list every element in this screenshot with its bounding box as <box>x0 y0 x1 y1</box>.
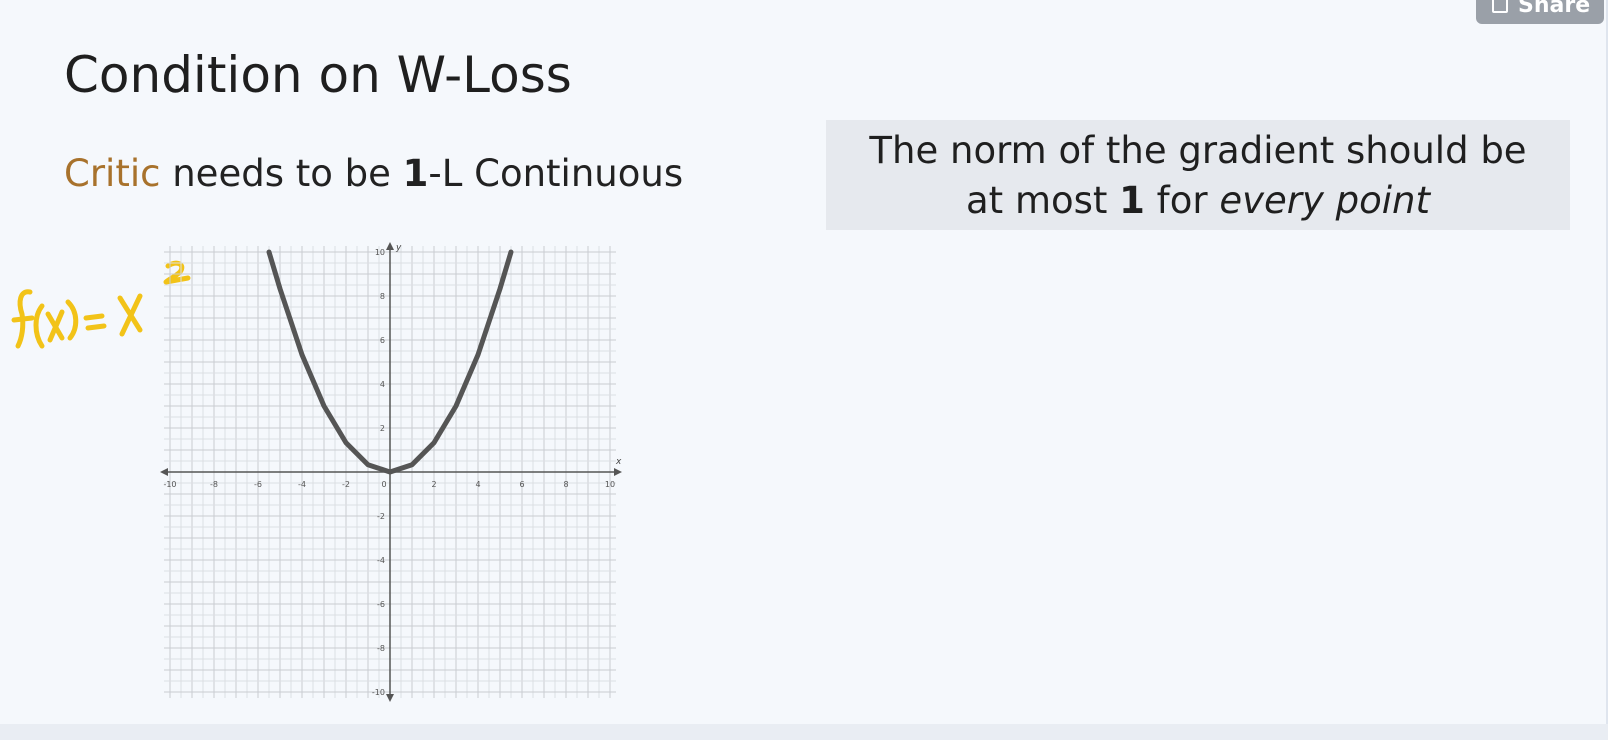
share-icon <box>1492 0 1508 13</box>
y-tick-label: 10 <box>375 248 385 257</box>
subtitle-critic: Critic <box>64 152 161 195</box>
x-tick-label: -8 <box>210 480 218 489</box>
note-italic: every point <box>1219 179 1430 222</box>
x-tick-label: -10 <box>163 480 176 489</box>
x-tick-label: 2 <box>431 480 436 489</box>
axis-arrow <box>160 468 168 476</box>
share-button-label: Share <box>1518 0 1591 18</box>
y-tick-label: -8 <box>377 644 385 653</box>
y-tick-label: -4 <box>377 556 385 565</box>
axis-arrow <box>614 468 622 476</box>
note-text-1: at most <box>966 179 1120 222</box>
parabola-curve <box>266 249 514 475</box>
subtitle-text-1: needs to be <box>160 152 403 195</box>
x-tick-label: -4 <box>298 480 306 489</box>
x-tick-label: 8 <box>563 480 568 489</box>
y-tick-label: 8 <box>380 292 385 301</box>
note-line-2: at most 1 for every point <box>826 176 1570 226</box>
parabola-chart: x y -10 -8 -6 -4 -2 0 2 4 6 8 10 10 8 6 4 2 -2 -4 -6 -8 -10 <box>160 242 622 702</box>
slide-title: Condition on W-Loss <box>64 46 572 104</box>
note-line-1: The norm of the gradient should be <box>869 129 1527 172</box>
x-tick-label: 4 <box>475 480 480 489</box>
subtitle: Critic needs to be 1-L Continuous <box>64 152 683 195</box>
note-bold: 1 <box>1119 179 1145 222</box>
x-tick-label: 6 <box>519 480 524 489</box>
y-tick-label: -10 <box>372 688 385 697</box>
bottom-bar <box>0 724 1608 740</box>
x-tick-label: 10 <box>605 480 615 489</box>
y-tick-label: -6 <box>377 600 385 609</box>
subtitle-text-2: -L Continuous <box>428 152 684 195</box>
share-button[interactable]: Share <box>1476 0 1604 24</box>
chart-tick-labels: -10 -8 -6 -4 -2 0 2 4 6 8 10 10 8 6 4 2 -2 -4 -6 -8 -10 <box>163 248 615 697</box>
y-tick-label: 6 <box>380 336 385 345</box>
axis-arrow <box>386 694 394 702</box>
axis-arrow <box>386 242 394 250</box>
y-tick-label: 4 <box>380 380 385 389</box>
subtitle-bold: 1 <box>402 152 429 195</box>
y-axis-label: y <box>395 243 402 253</box>
y-tick-label: 2 <box>380 424 385 433</box>
note-text-2: for <box>1144 179 1220 222</box>
gradient-note-box: The norm of the gradient should be at mo… <box>826 120 1570 230</box>
x-tick-label: 0 <box>381 480 386 489</box>
x-tick-label: -2 <box>342 480 350 489</box>
y-tick-label: -2 <box>377 512 385 521</box>
x-axis-label: x <box>615 457 622 467</box>
x-tick-label: -6 <box>254 480 262 489</box>
chart-series <box>266 249 514 475</box>
